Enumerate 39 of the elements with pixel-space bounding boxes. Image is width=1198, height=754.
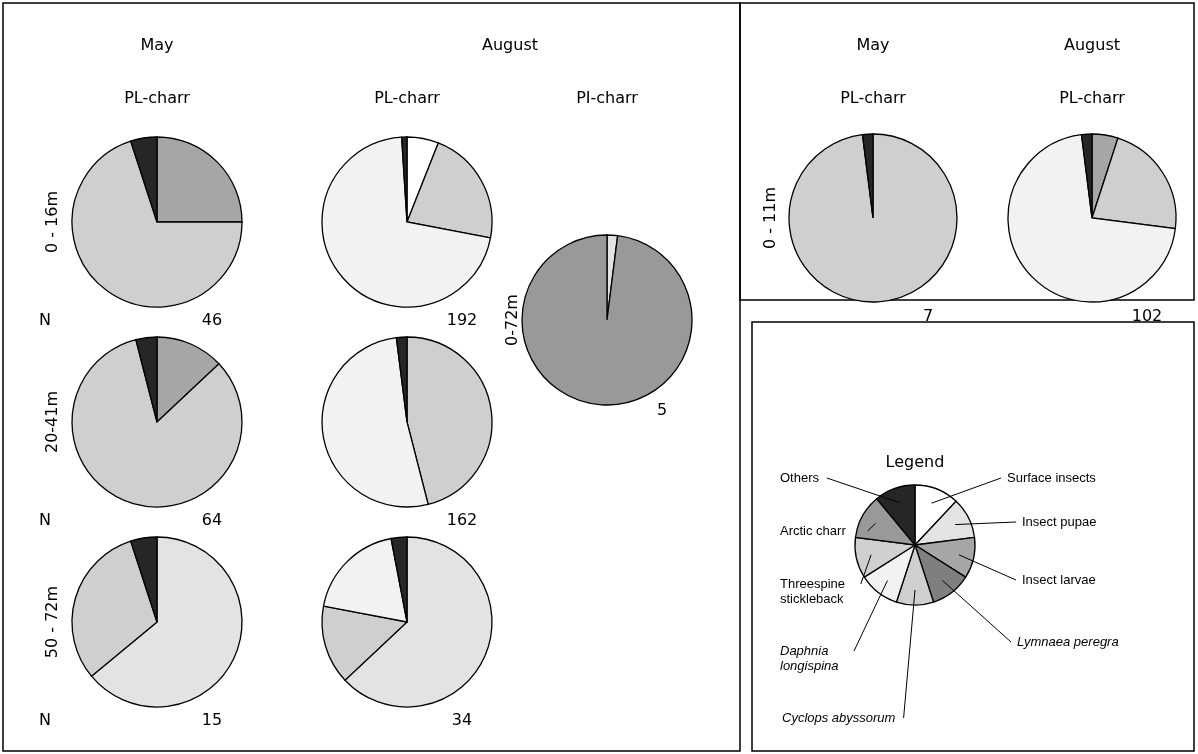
slice-label: Lymnaea peregra xyxy=(1017,634,1119,649)
slice-label: Daphnia longispina xyxy=(780,643,839,673)
text: 50 - 72m xyxy=(42,585,61,659)
text: 7 xyxy=(922,306,934,325)
legend-label: Arctic charr xyxy=(780,523,847,538)
chart-subtitle: PL-charr xyxy=(374,88,441,107)
chart-subtitle: PI-charr xyxy=(576,88,639,107)
text: 5 xyxy=(656,400,668,419)
slice-label: Surface insects xyxy=(1007,470,1097,485)
chart-title: August xyxy=(1064,35,1120,54)
text: 15 xyxy=(201,710,223,729)
text: N xyxy=(39,710,51,729)
text: 192 xyxy=(446,310,478,329)
text: 64 xyxy=(201,510,223,529)
chart-subtitle: PL-charr xyxy=(1059,88,1126,107)
chart-title: August xyxy=(482,35,538,54)
text: 0 - 11m xyxy=(760,186,779,250)
text: 0-72m xyxy=(502,294,521,346)
text: 102 xyxy=(1131,306,1163,325)
text: N xyxy=(39,510,51,529)
text: 46 xyxy=(201,310,223,329)
chart-title: May xyxy=(856,35,890,54)
chart-title: May xyxy=(140,35,174,54)
slice-label: Insect larvae xyxy=(1022,572,1096,587)
chart-subtitle: PL-charr xyxy=(124,88,191,107)
text: 34 xyxy=(451,710,473,729)
text: 162 xyxy=(446,510,478,529)
slice-label: Threespine stickleback xyxy=(780,576,846,606)
pie-slice xyxy=(321,136,492,308)
pie-slice xyxy=(71,140,243,308)
text: 20-41m xyxy=(42,390,61,454)
pie-slice xyxy=(71,339,243,508)
text: 0 - 16m xyxy=(42,190,61,254)
slice-label: Others xyxy=(780,470,820,485)
chart-subtitle: PL-charr xyxy=(840,88,907,107)
chart-title: Legend xyxy=(885,452,945,471)
text: N xyxy=(39,310,51,329)
slice-label: Insect pupae xyxy=(1022,514,1097,529)
slice-label: Cyclops abyssorum xyxy=(782,710,896,725)
